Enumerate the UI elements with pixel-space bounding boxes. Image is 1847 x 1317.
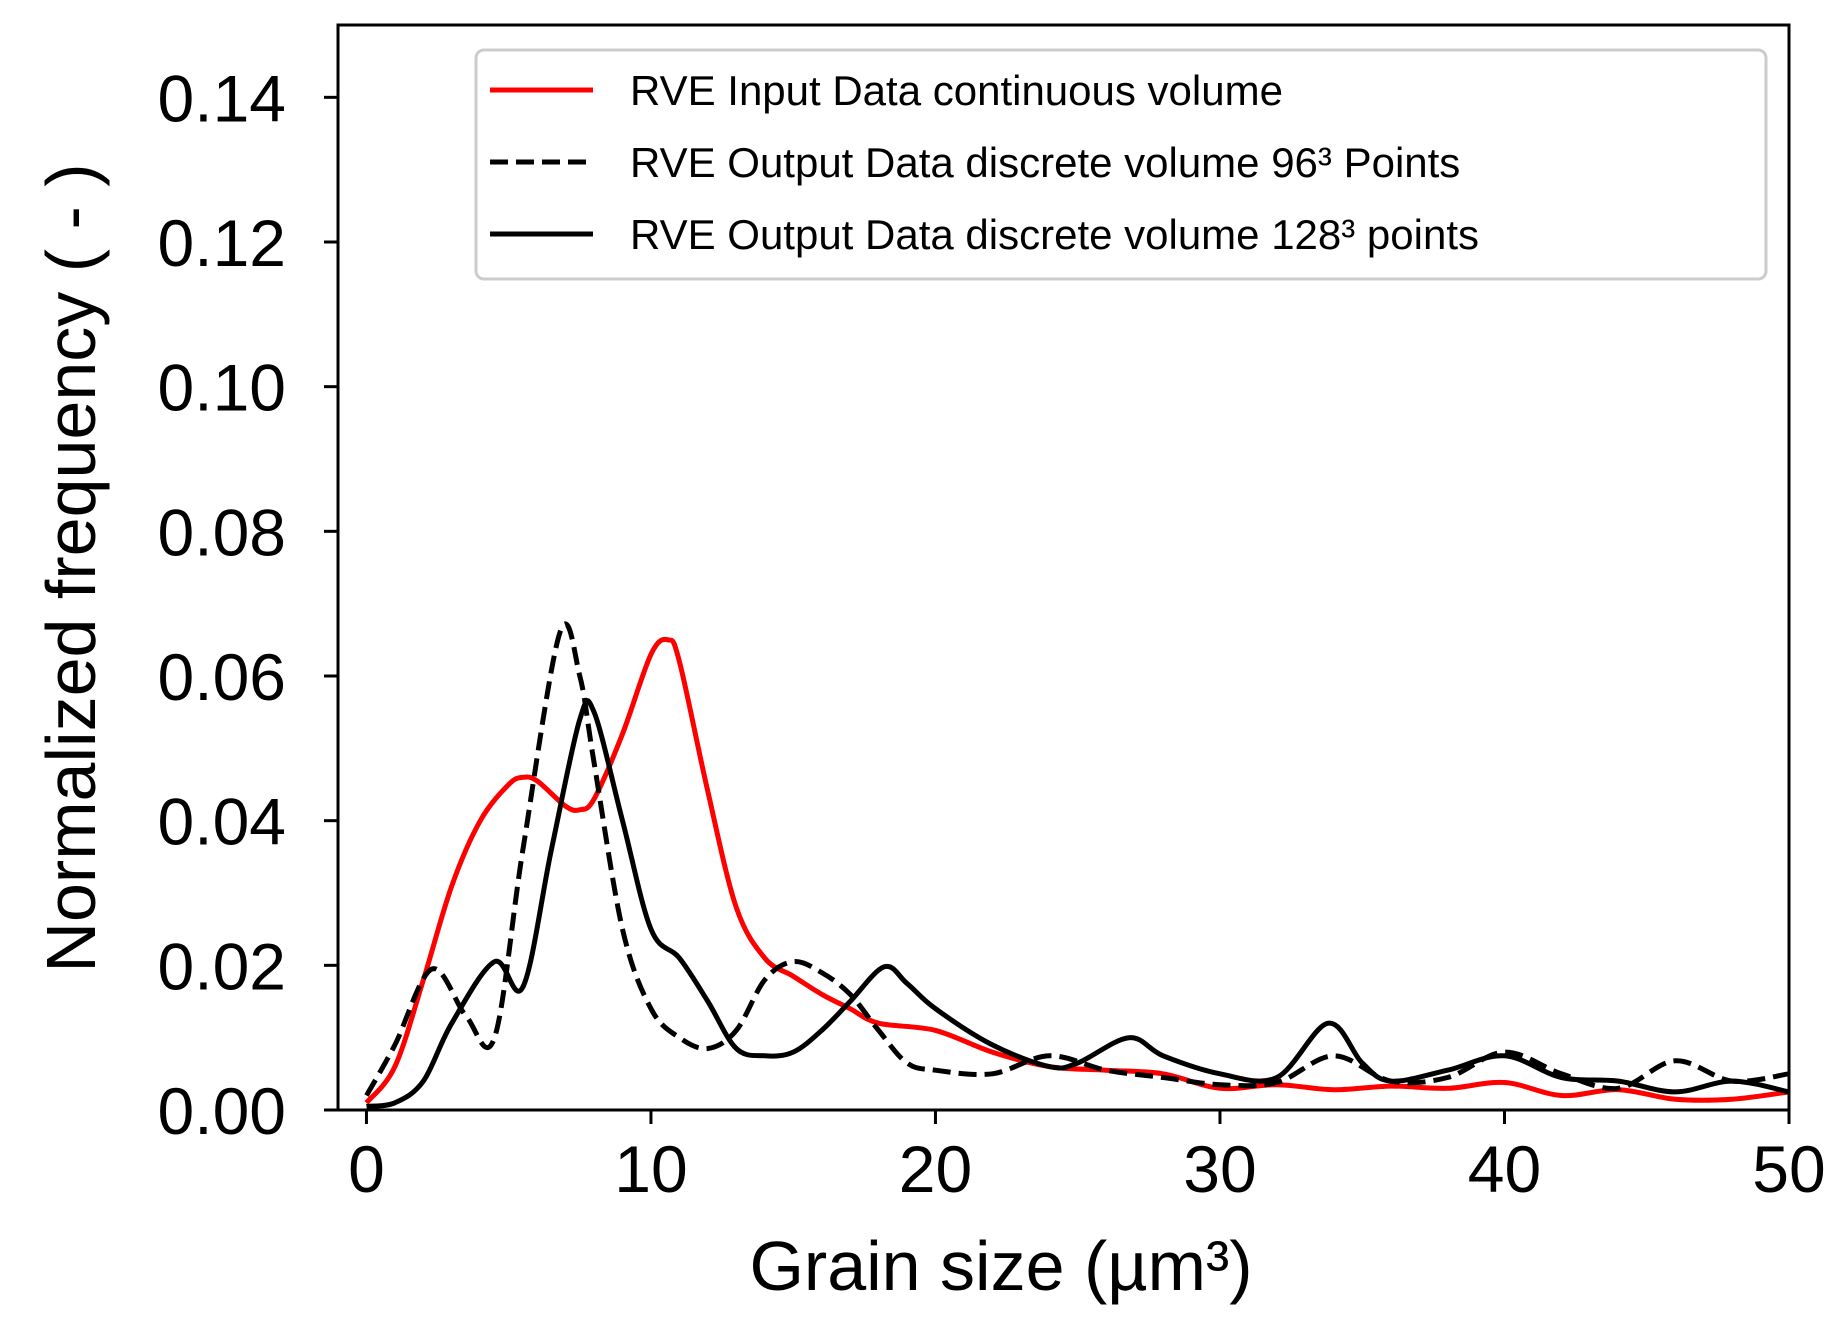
series-output-128-points-line — [366, 698, 1790, 1109]
y-tick-label: 0.06 — [158, 640, 286, 714]
legend-entry-output-96-points-label: RVE Output Data discrete volume 96³ Poin… — [630, 139, 1460, 186]
legend-box — [474, 48, 1768, 281]
x-tick-label: 50 — [1752, 1132, 1825, 1206]
series-input-continuous-line — [364, 636, 1790, 1105]
x-axis-label: Grain size (µm³) — [749, 1227, 1252, 1305]
x-tick-label: 0 — [348, 1132, 385, 1206]
y-tick-label: 0.00 — [158, 1074, 286, 1148]
y-tick-label: 0.10 — [158, 351, 286, 425]
x-tick-label: 30 — [1183, 1132, 1256, 1206]
series-layer — [364, 621, 1790, 1109]
y-tick-label: 0.02 — [158, 929, 286, 1003]
y-tick-label: 0.08 — [158, 495, 286, 569]
x-axis-ticks: 0 10 20 30 40 50 — [348, 1110, 1826, 1206]
series-output-96-points-line — [364, 621, 1790, 1097]
y-tick-label: 0.14 — [158, 61, 286, 135]
x-tick-label: 40 — [1468, 1132, 1541, 1206]
y-tick-label: 0.12 — [158, 206, 286, 280]
legend-entry-output-128-points-label: RVE Output Data discrete volume 128³ poi… — [630, 211, 1479, 258]
y-tick-label: 0.04 — [158, 785, 286, 859]
y-axis-ticks: 0.00 0.02 0.04 0.06 0.08 0.10 0.12 0.14 — [158, 61, 338, 1148]
x-tick-label: 20 — [899, 1132, 972, 1206]
legend: RVE Input Data continuous volume RVE Outp… — [474, 48, 1768, 281]
legend-entry-input-continuous-label: RVE Input Data continuous volume — [630, 67, 1283, 114]
y-axis-label: Normalized frequency ( - ) — [32, 163, 110, 972]
plot-frame — [336, 23, 1791, 1112]
x-tick-label: 10 — [614, 1132, 687, 1206]
